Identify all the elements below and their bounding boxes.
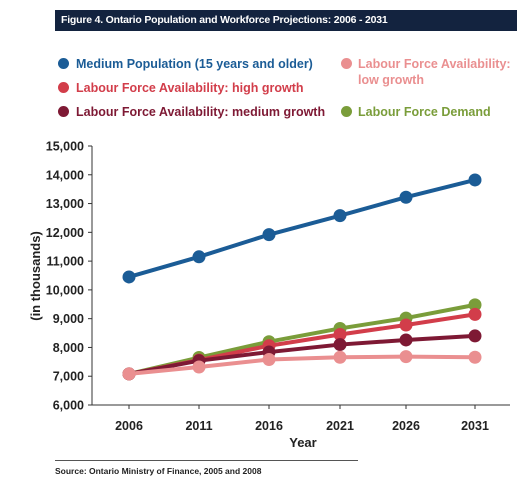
- legend-marker: [58, 82, 69, 93]
- data-point: [262, 353, 276, 367]
- data-point: [468, 307, 482, 321]
- y-tick-label: 10,000: [46, 283, 84, 297]
- figure-title: Figure 4. Ontario Population and Workfor…: [55, 10, 517, 31]
- legend-label: Labour Force Availability: medium growth: [76, 105, 326, 119]
- source-divider: [55, 460, 358, 461]
- legend-marker: [341, 58, 352, 69]
- line-chart: 6,000 7,000 8,000 9,000 10,000 11,000 12,000 13…: [28, 140, 510, 450]
- y-tick-label: 8,000: [53, 341, 84, 355]
- data-point: [468, 329, 482, 343]
- data-point: [333, 327, 347, 341]
- data-point: [399, 333, 413, 347]
- series-line: [127, 302, 477, 376]
- data-point: [333, 350, 347, 364]
- data-point: [468, 350, 482, 364]
- data-point: [399, 190, 413, 204]
- series-line: [127, 354, 477, 376]
- y-tick-label: 7,000: [53, 370, 84, 384]
- series-medium-population-15-years-and-older: [122, 173, 482, 284]
- legend-label: Labour Force Demand: [358, 105, 491, 119]
- legend-marker: [341, 106, 352, 117]
- x-tick-label: 2016: [255, 419, 283, 433]
- y-tick-label: 14,000: [46, 168, 84, 182]
- data-point: [192, 360, 206, 374]
- y-tick-label: 15,000: [46, 140, 84, 154]
- data-point: [262, 228, 276, 242]
- data-point: [192, 250, 206, 264]
- data-point: [399, 318, 413, 332]
- chart-series: [122, 173, 482, 381]
- x-axis-label: Year: [289, 435, 316, 450]
- y-tick-label: 12,000: [46, 226, 84, 240]
- legend-label: Labour Force Availability: low growth: [358, 57, 511, 87]
- legend-marker: [58, 58, 69, 69]
- series-line: [127, 333, 477, 376]
- legend-label: Medium Population (15 years and older): [76, 57, 313, 71]
- x-tick-label: 2026: [392, 419, 420, 433]
- x-tick-label: 2031: [461, 419, 489, 433]
- data-point: [333, 209, 347, 223]
- y-tick-label: 11,000: [46, 255, 84, 269]
- x-tick-label: 2006: [115, 419, 143, 433]
- series-labour-force-availability-low-growth: [122, 350, 482, 381]
- y-tick-label: 13,000: [46, 197, 84, 211]
- data-point: [399, 350, 413, 364]
- data-point: [333, 338, 347, 352]
- data-point: [122, 367, 136, 381]
- data-point: [468, 298, 482, 312]
- y-tick-label: 6,000: [53, 399, 84, 413]
- data-point: [468, 173, 482, 187]
- x-tick-label: 2021: [326, 419, 354, 433]
- chart-axes: 6,000 7,000 8,000 9,000 10,000 11,000 12,000 13…: [46, 140, 510, 433]
- legend-label: Labour Force Availability: high growth: [76, 81, 304, 95]
- data-point: [122, 270, 136, 284]
- y-tick-label: 9,000: [53, 312, 84, 326]
- source-note: Source: Ontario Ministry of Finance, 200…: [55, 466, 262, 476]
- y-axis-label: (in thousands): [28, 231, 43, 321]
- legend-marker: [58, 106, 69, 117]
- series-line: [127, 177, 477, 279]
- x-tick-label: 2011: [185, 419, 212, 433]
